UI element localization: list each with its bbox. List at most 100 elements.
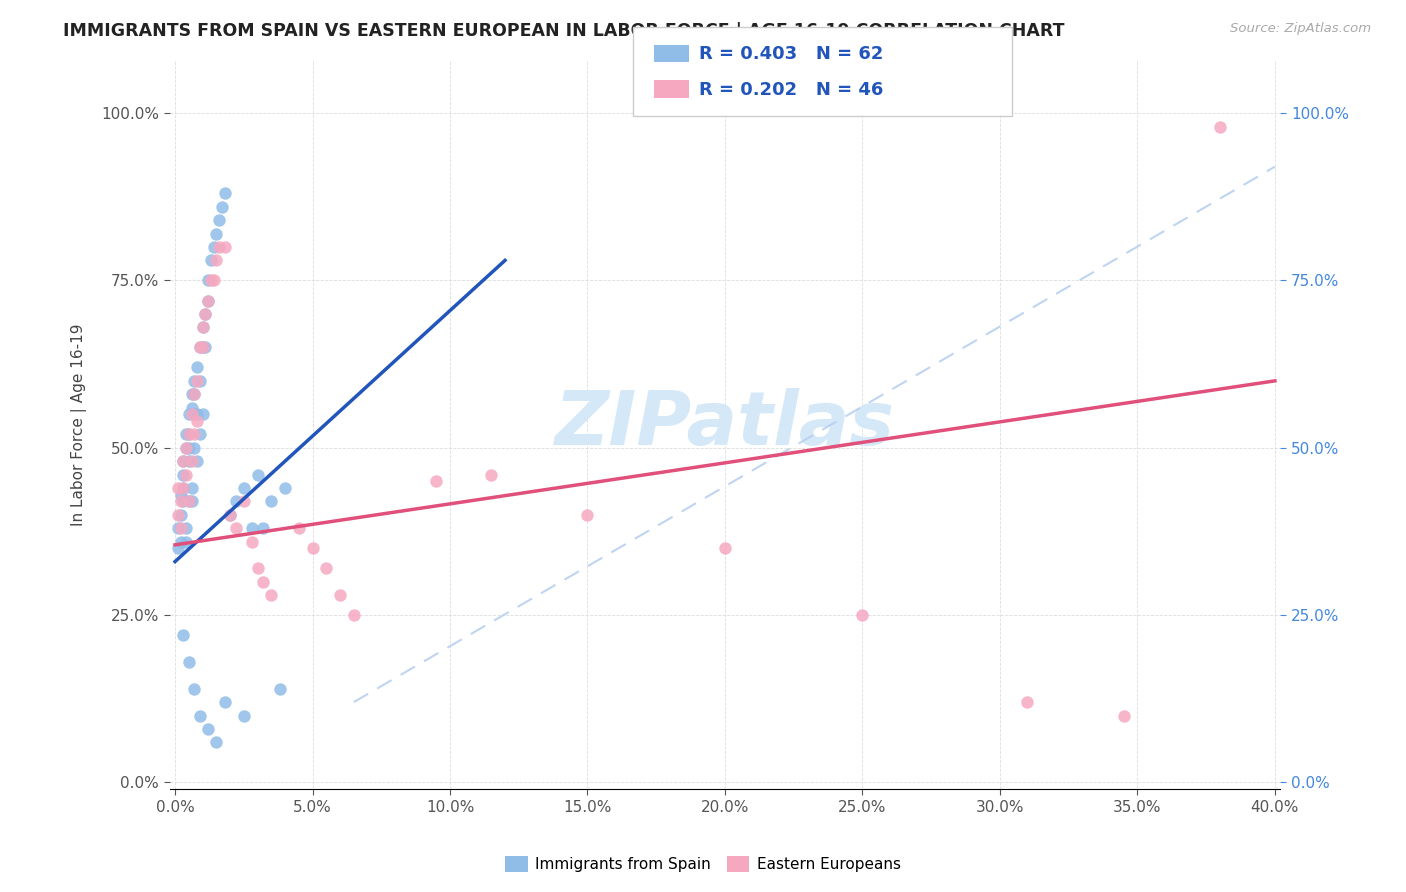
Point bbox=[183, 427, 205, 442]
Legend: Immigrants from Spain, Eastern Europeans: Immigrants from Spain, Eastern Europeans bbox=[498, 848, 908, 880]
Point bbox=[274, 481, 297, 495]
Point bbox=[188, 427, 211, 442]
Text: R = 0.403   N = 62: R = 0.403 N = 62 bbox=[699, 45, 883, 63]
Point bbox=[205, 227, 228, 241]
Point bbox=[205, 253, 228, 268]
Point bbox=[172, 481, 194, 495]
Point bbox=[177, 494, 200, 508]
Point bbox=[425, 475, 447, 489]
Point bbox=[169, 494, 191, 508]
Text: Source: ZipAtlas.com: Source: ZipAtlas.com bbox=[1230, 22, 1371, 36]
Point bbox=[194, 340, 217, 354]
Point bbox=[194, 307, 217, 321]
Point bbox=[166, 541, 188, 556]
Point bbox=[208, 240, 231, 254]
Point bbox=[194, 307, 217, 321]
Point bbox=[180, 407, 202, 421]
Point bbox=[200, 273, 222, 287]
Point bbox=[260, 588, 283, 602]
Point bbox=[260, 494, 283, 508]
Point bbox=[183, 681, 205, 696]
Point bbox=[329, 588, 352, 602]
Point bbox=[177, 427, 200, 442]
Text: IMMIGRANTS FROM SPAIN VS EASTERN EUROPEAN IN LABOR FORCE | AGE 16-19 CORRELATION: IMMIGRANTS FROM SPAIN VS EASTERN EUROPEA… bbox=[63, 22, 1064, 40]
Point bbox=[188, 340, 211, 354]
Point bbox=[177, 427, 200, 442]
Point bbox=[174, 521, 197, 535]
Point bbox=[315, 561, 337, 575]
Point bbox=[174, 534, 197, 549]
Point bbox=[180, 401, 202, 415]
Text: R = 0.202   N = 46: R = 0.202 N = 46 bbox=[699, 81, 883, 99]
Point bbox=[172, 628, 194, 642]
Point bbox=[172, 481, 194, 495]
Point bbox=[186, 407, 208, 421]
Point bbox=[343, 608, 366, 623]
Point bbox=[205, 735, 228, 749]
Point bbox=[183, 441, 205, 455]
Point bbox=[246, 467, 269, 482]
Point bbox=[172, 454, 194, 468]
Point bbox=[183, 387, 205, 401]
Point bbox=[174, 427, 197, 442]
Point bbox=[169, 488, 191, 502]
Point bbox=[232, 481, 254, 495]
Point bbox=[200, 253, 222, 268]
Point bbox=[177, 494, 200, 508]
Point bbox=[172, 454, 194, 468]
Point bbox=[208, 213, 231, 227]
Point bbox=[714, 541, 737, 556]
Point bbox=[252, 574, 274, 589]
Point bbox=[225, 494, 247, 508]
Point bbox=[174, 467, 197, 482]
Point bbox=[225, 521, 247, 535]
Point bbox=[177, 441, 200, 455]
Point bbox=[174, 441, 197, 455]
Point bbox=[202, 273, 225, 287]
Point bbox=[174, 441, 197, 455]
Point bbox=[288, 521, 311, 535]
Point bbox=[180, 454, 202, 468]
Point bbox=[219, 508, 242, 522]
Point bbox=[214, 186, 236, 201]
Point bbox=[232, 494, 254, 508]
Point bbox=[183, 374, 205, 388]
Point bbox=[172, 467, 194, 482]
Point bbox=[191, 407, 214, 421]
Point bbox=[177, 407, 200, 421]
Point bbox=[186, 360, 208, 375]
Y-axis label: In Labor Force | Age 16-19: In Labor Force | Age 16-19 bbox=[72, 323, 87, 525]
Point bbox=[166, 521, 188, 535]
Point bbox=[197, 722, 219, 736]
Point bbox=[180, 481, 202, 495]
Point bbox=[180, 387, 202, 401]
Point bbox=[211, 200, 233, 214]
Point bbox=[186, 374, 208, 388]
Point bbox=[240, 534, 263, 549]
Point bbox=[232, 708, 254, 723]
Point bbox=[1112, 708, 1135, 723]
Point bbox=[169, 508, 191, 522]
Point bbox=[183, 407, 205, 421]
Point bbox=[214, 240, 236, 254]
Point bbox=[576, 508, 599, 522]
Point bbox=[191, 340, 214, 354]
Point bbox=[214, 695, 236, 709]
Point bbox=[479, 467, 502, 482]
Point bbox=[197, 273, 219, 287]
Text: ZIPatlas: ZIPatlas bbox=[555, 388, 896, 461]
Point bbox=[851, 608, 873, 623]
Point bbox=[197, 293, 219, 308]
Point bbox=[166, 508, 188, 522]
Point bbox=[191, 320, 214, 334]
Point bbox=[188, 374, 211, 388]
Point bbox=[177, 655, 200, 669]
Point bbox=[188, 340, 211, 354]
Point bbox=[202, 240, 225, 254]
Point bbox=[252, 521, 274, 535]
Point bbox=[191, 340, 214, 354]
Point bbox=[240, 521, 263, 535]
Point bbox=[169, 534, 191, 549]
Point bbox=[219, 508, 242, 522]
Point bbox=[180, 494, 202, 508]
